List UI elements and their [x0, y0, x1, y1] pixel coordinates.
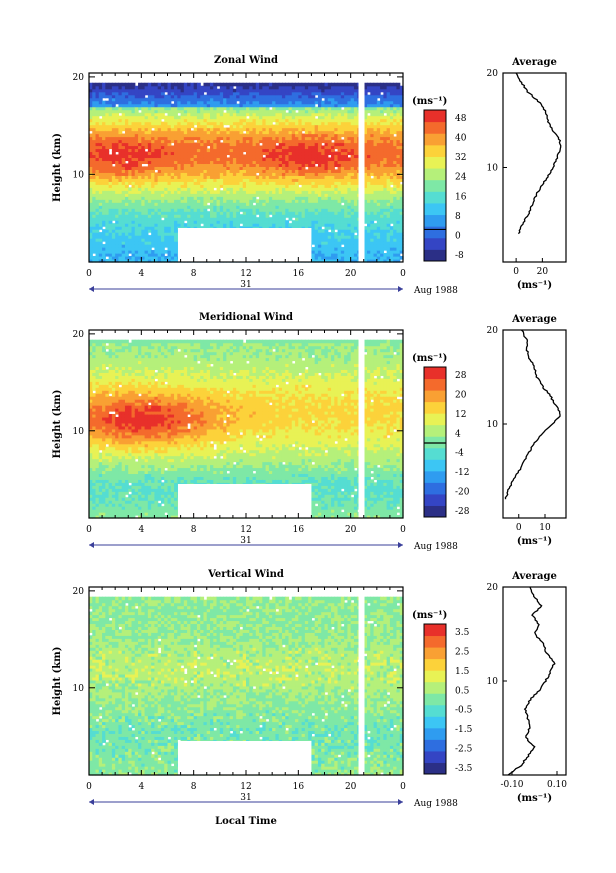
panel-zonal-wind	[89, 73, 566, 292]
wind-figure: Zonal WindHeight (km)20100 4 8 12 16 20 031Aug…	[0, 0, 616, 873]
